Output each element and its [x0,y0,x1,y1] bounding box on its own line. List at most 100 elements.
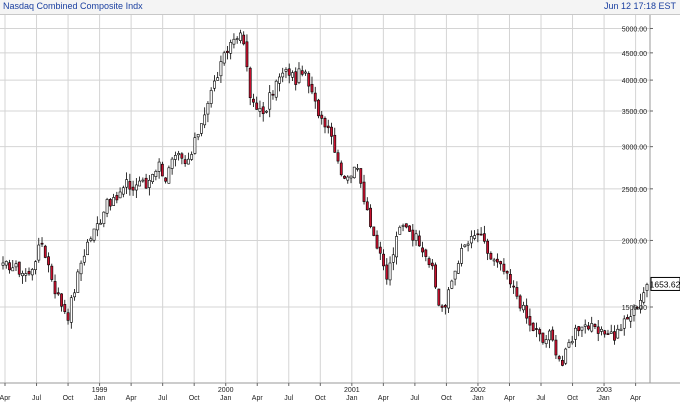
candle-up [600,328,603,332]
candle-up [456,263,460,274]
candle-down [476,233,480,236]
x-tick-label: Oct [567,395,578,402]
candle-up [629,316,633,322]
candle-up [414,233,418,241]
candle-up [37,244,41,261]
candle-down [437,288,441,306]
candle-up [34,261,37,270]
x-tick-label: Jul [158,395,167,402]
y-axis-ticks: 5000.00 4500.00 4000.00 3500.00 3000.00 2500.… [622,26,653,312]
y-tick-label: 5000.00 [622,26,647,33]
candle-down [43,245,47,258]
candle-down [375,234,379,249]
candle-up [118,191,122,199]
candle-up [125,179,128,188]
candle-up [173,155,177,160]
candle-up [1,262,5,266]
candle-down [378,246,382,254]
candle-up [219,61,223,77]
candle-down [27,271,31,275]
candle-down [561,359,564,366]
last-price-box [650,276,680,291]
candle-up [304,71,307,74]
candle-up [281,72,285,78]
candle-up [21,273,24,277]
candle-down [359,168,363,184]
candle-up [548,330,551,341]
candle-down [518,295,522,309]
candle-down [330,126,333,137]
candle-up [278,76,281,84]
candle-down [144,177,148,189]
candle-down [108,199,112,207]
candle-up [24,273,28,276]
candle-down [40,242,44,245]
candle-up [469,236,473,244]
candle-down [50,265,54,280]
candle-up [86,241,89,256]
candle-up [213,80,216,89]
candle-up [138,180,142,187]
candle-down [505,271,509,274]
candle-down [164,177,168,182]
x-year-label: 2003 [596,387,612,394]
candle-down [525,305,529,319]
candle-down [183,159,187,164]
x-tick-label: Jul [410,395,419,402]
candle-up [151,174,155,183]
candle-up [466,243,470,246]
candle-down [408,225,411,232]
candle-down [535,328,538,330]
candle-up [616,328,620,339]
candle-down [310,83,314,93]
candle-down [499,261,503,265]
candle-down [577,326,581,332]
candle-up [154,171,158,177]
candle-up [356,167,359,170]
candle-up [193,137,197,154]
candle-down [551,329,555,341]
x-tick-label: Jan [472,395,483,402]
candle-down [8,262,11,271]
candle-down [557,356,561,360]
candle-down [271,93,275,96]
candle-up [4,261,8,266]
x-tick-label: Oct [441,395,452,402]
candle-down [434,264,437,288]
candle-down [443,305,447,308]
candle-down [421,247,424,253]
last-price-marker: 1653.62 [650,276,680,291]
candle-up [69,297,73,323]
candle-down [339,162,343,176]
candle-down [554,339,558,356]
x-tick-label: Jul [537,395,546,402]
candle-down [593,324,597,327]
candle-up [157,161,161,172]
y-tick-label: 3000.00 [622,145,647,152]
candle-down [404,223,408,228]
candle-up [349,175,353,179]
candle-up [447,289,450,309]
candle-up [102,211,106,224]
chart-timestamp: Jun 12 17:18 EST [603,1,676,11]
x-tick-label: Apr [126,395,138,402]
candle-down [382,253,385,267]
candle-down [252,98,255,103]
candle-up [229,42,233,54]
candle-up [564,348,568,364]
x-year-label: 2001 [344,387,360,394]
candle-up [206,102,210,115]
x-tick-label: Apr [0,395,11,402]
plot-background [0,15,650,383]
candle-down [613,331,616,341]
candle-down [587,325,590,330]
candle-down [261,106,265,115]
candle-down [313,92,317,102]
x-year-label: 2002 [470,387,486,394]
candle-up [30,269,34,276]
y-tick-label: 4000.00 [622,78,647,85]
candle-up [200,123,203,134]
candle-up [92,228,96,241]
candle-up [492,259,496,262]
